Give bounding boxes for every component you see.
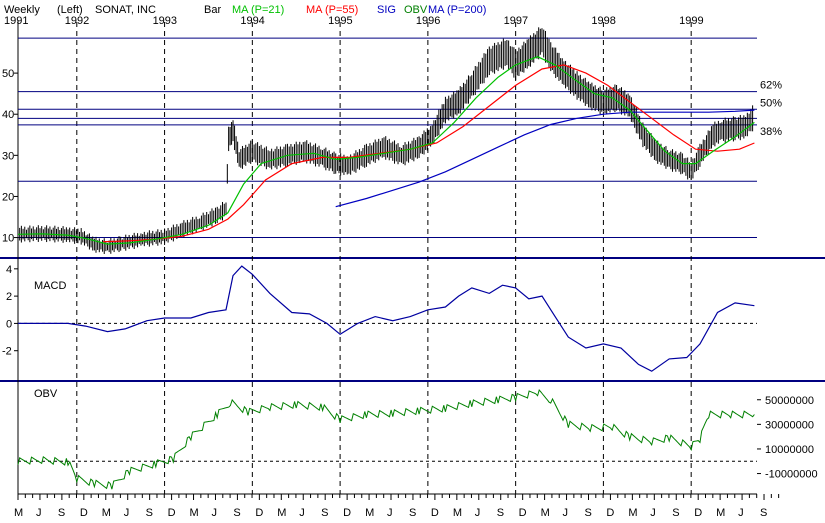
obv-title: OBV (34, 388, 58, 400)
year-tick-label: 1998 (591, 15, 615, 27)
month-tick-label: M (102, 507, 111, 519)
month-tick-label: S (760, 507, 767, 519)
level-label: 50% (760, 97, 782, 109)
macd-y-tick-label: 0 (6, 318, 12, 330)
year-tick-label: 1995 (328, 15, 352, 27)
year-tick-label: 1991 (4, 15, 28, 27)
month-tick-label: J (475, 507, 481, 519)
grid-lines (76, 22, 692, 494)
month-tick-label: D (168, 507, 176, 519)
price-y-tick-label: 20 (2, 191, 14, 203)
obv-y-tick-label: 30000000 (765, 419, 814, 431)
month-tick-label: S (321, 507, 328, 519)
price-levels: 62% 50% 38% (18, 37, 782, 239)
price-y-tick-label: 40 (2, 109, 14, 121)
month-tick-label: M (541, 507, 550, 519)
month-tick-label: S (58, 507, 65, 519)
price-y-tick-label: 50 (2, 68, 14, 80)
period-label: Weekly (4, 4, 40, 16)
month-tick-label: D (606, 507, 614, 519)
month-tick-label: J (124, 507, 129, 519)
obv-y-tick-label: 10000000 (765, 444, 814, 456)
year-tick-label: 1999 (679, 15, 703, 27)
level-label: 62% (760, 80, 782, 92)
month-tick-label: S (409, 507, 416, 519)
macd-y-tick-label: -2 (2, 346, 12, 358)
month-tick-label: D (519, 507, 527, 519)
month-tick-label: S (146, 507, 153, 519)
company-label: SONAT, INC (95, 4, 156, 16)
month-tick-label: M (453, 507, 462, 519)
month-tick-label: M (365, 507, 374, 519)
obv-y-tick-label: 50000000 (765, 395, 814, 407)
month-tick-label: D (343, 507, 351, 519)
ma200-legend: MA (P=200) (428, 4, 486, 16)
month-tick-label: M (14, 507, 23, 519)
price-y-axis: 10 20 30 40 50 (2, 68, 18, 245)
macd-y-tick-label: 2 (6, 291, 12, 303)
panel-frames (0, 20, 825, 495)
year-labels: 1991 1992 1993 1994 1995 1996 1997 1998 1999 (4, 15, 704, 27)
obv-y-axis: 50000000 30000000 10000000 -10000000 (757, 395, 818, 481)
macd-title: MACD (34, 280, 66, 292)
year-tick-label: 1993 (153, 15, 177, 27)
month-tick-label: S (672, 507, 679, 519)
month-tick-label: J (36, 507, 42, 519)
price-y-tick-label: 30 (2, 150, 14, 162)
macd-y-tick-label: 4 (6, 264, 12, 276)
year-tick-label: 1997 (504, 15, 528, 27)
month-tick-label: J (299, 507, 305, 519)
bar-legend: Bar (204, 4, 221, 16)
price-y-tick-label: 10 (2, 233, 14, 245)
level-label: 38% (760, 126, 782, 138)
month-tick-label: J (738, 507, 744, 519)
month-tick-label: J (563, 507, 569, 519)
year-tick-label: 1994 (240, 15, 264, 27)
macd-series (18, 265, 757, 372)
obv-panel: OBV 50000000 30000000 10000000 -10000000 (17, 388, 818, 490)
year-tick-label: 1996 (416, 15, 440, 27)
month-tick-label: J (387, 507, 393, 519)
month-tick-label: D (80, 507, 88, 519)
obv-y-tick-label: -10000000 (765, 469, 818, 481)
month-tick-label: M (716, 507, 725, 519)
ma200-line (335, 109, 755, 208)
month-tick-label: M (190, 507, 199, 519)
month-tick-label: D (255, 507, 263, 519)
macd-line (18, 265, 755, 372)
ma55-line (103, 64, 755, 243)
month-tick-label: D (694, 507, 702, 519)
month-tick-label: S (497, 507, 504, 519)
macd-y-axis: 4 2 0 -2 (2, 264, 18, 358)
ma21-line (17, 56, 755, 245)
ma55-legend: MA (P=55) (306, 4, 358, 16)
macd-panel: MACD 4 2 0 -2 (2, 264, 757, 372)
month-tick-label: M (628, 507, 637, 519)
axis-side-label: (Left) (57, 4, 83, 16)
month-tick-label: J (650, 507, 656, 519)
obv-line (17, 388, 755, 490)
month-tick-label: S (233, 507, 240, 519)
obv-series (17, 388, 757, 490)
month-tick-label: M (277, 507, 286, 519)
year-tick-label: 1992 (65, 15, 89, 27)
month-tick-label: S (584, 507, 591, 519)
month-tick-label: D (431, 507, 439, 519)
month-tick-label: J (211, 507, 217, 519)
obv-legend: OBV (404, 4, 428, 16)
price-panel: 62% 50% 38% 10 20 30 40 50 (2, 27, 782, 254)
ma21-legend: MA (P=21) (232, 4, 284, 16)
price-series (17, 27, 755, 254)
sig-legend: SIG (377, 4, 396, 16)
